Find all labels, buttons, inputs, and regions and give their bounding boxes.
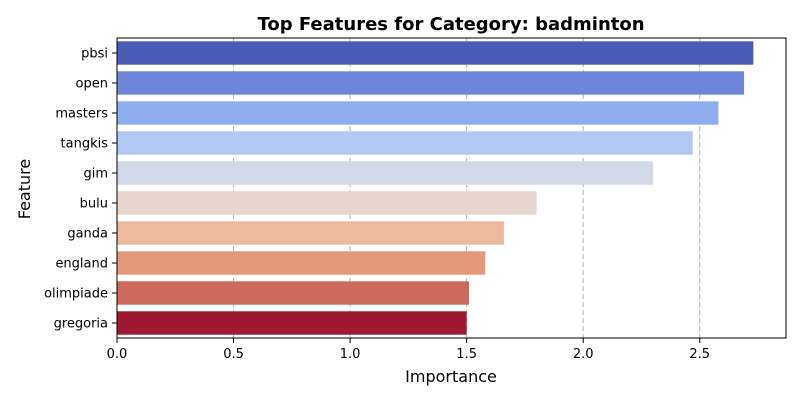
- y-tick-label: tangkis: [61, 137, 109, 152]
- x-tick-label: 1.5: [456, 347, 477, 362]
- bar-open: [117, 71, 745, 95]
- bar-pbsi: [117, 41, 754, 65]
- bar-gregoria: [117, 311, 467, 335]
- bar-tangkis: [117, 131, 693, 155]
- x-tick-label: 1.0: [340, 347, 361, 362]
- bar-masters: [117, 101, 719, 125]
- plot-frame: [116, 37, 787, 339]
- y-tick-label: bulu: [80, 197, 108, 212]
- x-tick-label: 2.5: [689, 347, 710, 362]
- x-axis-label: Importance: [405, 367, 497, 386]
- y-axis-label: Feature: [15, 159, 34, 219]
- x-tick-label: 0.5: [223, 347, 244, 362]
- bar-gim: [117, 161, 654, 185]
- y-axis-ticks: pbsi open masters tangkis gim bulu ganda englan…: [44, 47, 117, 332]
- y-tick-label: england: [55, 257, 108, 272]
- x-tick-label: 2.0: [573, 347, 594, 362]
- bars: [117, 41, 754, 335]
- bar-ganda: [117, 221, 504, 245]
- y-tick-label: open: [76, 77, 108, 92]
- y-tick-label: olimpiade: [44, 287, 108, 302]
- bar-england: [117, 251, 486, 275]
- y-tick-label: gim: [83, 167, 108, 182]
- y-tick-label: ganda: [67, 227, 108, 242]
- x-tick-label: 0.0: [107, 347, 128, 362]
- x-axis-ticks: 0.0 0.5 1.0 1.5 2.0 2.5: [107, 338, 710, 362]
- bar-bulu: [117, 191, 537, 215]
- y-tick-label: pbsi: [81, 47, 108, 62]
- y-tick-label: masters: [55, 107, 108, 122]
- chart-title: Top Features for Category: badminton: [257, 14, 644, 35]
- bar-olimpiade: [117, 281, 469, 305]
- y-tick-label: gregoria: [54, 317, 108, 332]
